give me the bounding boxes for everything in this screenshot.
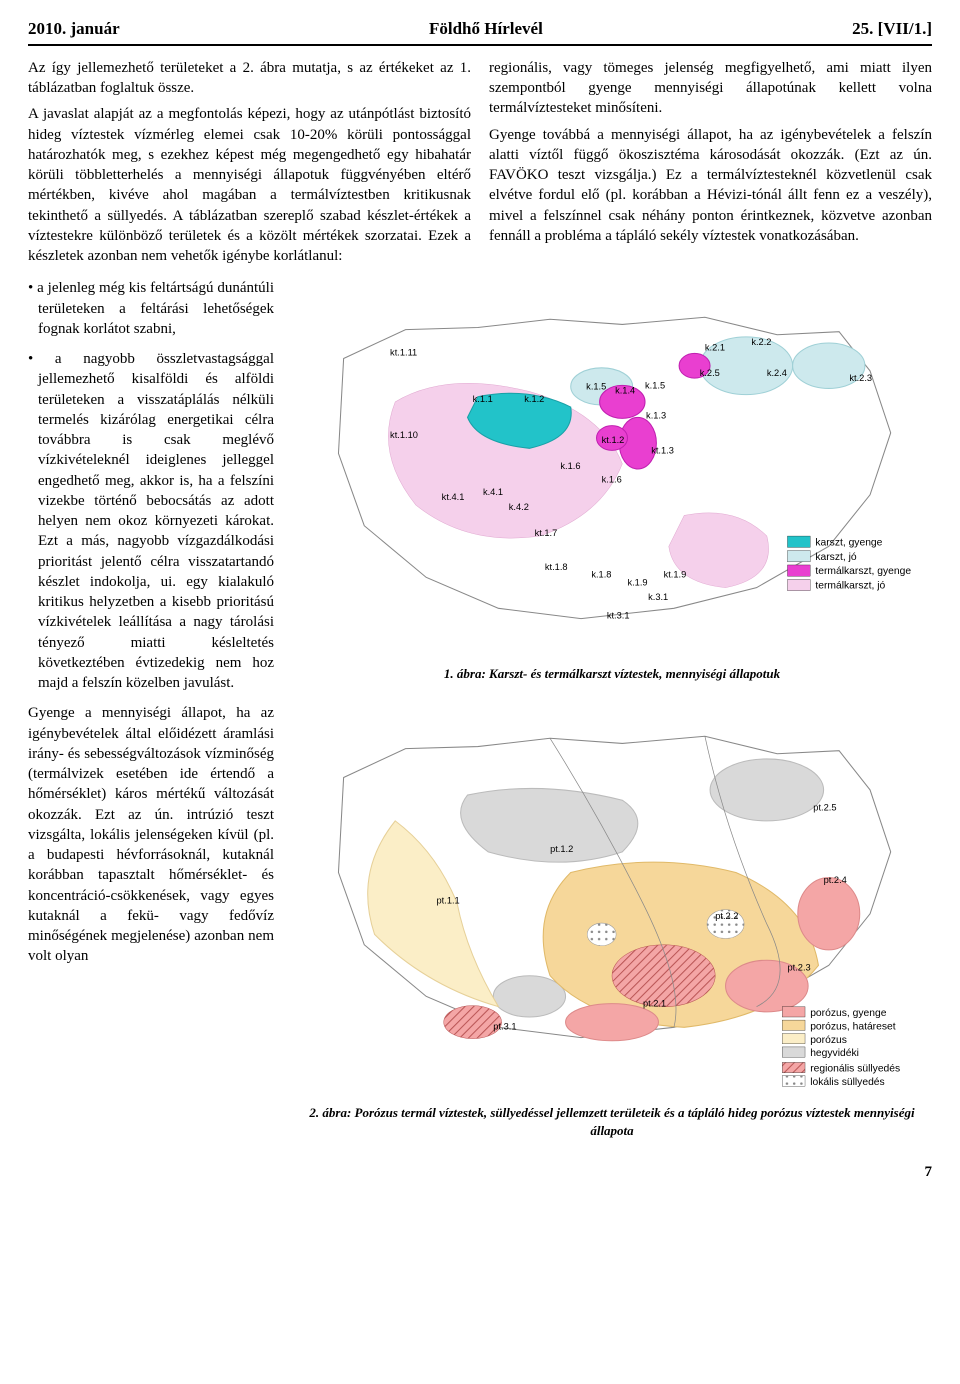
svg-text:pt.2.3: pt.2.3 xyxy=(787,962,810,972)
bullet-1: • a jelenleg még kis feltártságú dunántú… xyxy=(38,278,274,339)
svg-text:porózus: porózus xyxy=(810,1035,847,1046)
figure-1-map: kt.1.11 kt.1.10 k.1.1 k.1.2 k.1.5 k.1.4 … xyxy=(292,278,932,660)
svg-text:regionális süllyedés: regionális süllyedés xyxy=(810,1064,900,1075)
svg-text:kt.3.1: kt.3.1 xyxy=(607,611,630,621)
svg-text:k.1.2: k.1.2 xyxy=(524,394,544,404)
svg-text:lokális süllyedés: lokális süllyedés xyxy=(810,1077,885,1088)
svg-text:karszt, gyenge: karszt, gyenge xyxy=(815,538,882,549)
bullet-2: • a nagyobb összletvastagsággal jellemez… xyxy=(38,349,274,693)
svg-text:hegyvidéki: hegyvidéki xyxy=(810,1048,859,1059)
svg-text:k.2.5: k.2.5 xyxy=(700,368,720,378)
svg-text:kt.1.3: kt.1.3 xyxy=(651,446,674,456)
svg-text:kt.4.1: kt.4.1 xyxy=(442,492,465,502)
svg-text:pt.1.1: pt.1.1 xyxy=(437,895,460,905)
svg-text:k.1.6: k.1.6 xyxy=(560,461,580,471)
svg-text:k.2.4: k.2.4 xyxy=(767,368,787,378)
svg-text:k.4.2: k.4.2 xyxy=(509,503,529,513)
figure-1-caption: 1. ábra: Karszt- és termálkarszt víztest… xyxy=(292,665,932,683)
lower-left-p3: Gyenge a mennyiségi állapot, ha az igény… xyxy=(28,703,274,966)
svg-text:k.2.1: k.2.1 xyxy=(705,343,725,353)
svg-text:porózus, gyenge: porózus, gyenge xyxy=(810,1008,887,1019)
svg-text:k.1.5: k.1.5 xyxy=(645,381,665,391)
page-header: 2010. január Földhő Hírlevél 25. [VII/1.… xyxy=(28,18,932,46)
svg-text:pt.2.4: pt.2.4 xyxy=(824,875,847,885)
svg-text:termálkarszt, gyenge: termálkarszt, gyenge xyxy=(815,567,911,578)
top-columns: Az így jellemezhető területeket a 2. ábr… xyxy=(28,58,932,273)
col2-p1: regionális, vagy tömeges jelenség megfig… xyxy=(489,58,932,119)
svg-text:kt.1.11: kt.1.11 xyxy=(390,348,417,358)
svg-text:termálkarszt, jó: termálkarszt, jó xyxy=(815,581,885,592)
column-right: regionális, vagy tömeges jelenség megfig… xyxy=(489,58,932,273)
lower-left-column: • a jelenleg még kis feltártságú dunántú… xyxy=(28,278,274,1153)
header-title: Földhő Hírlevél xyxy=(429,18,543,41)
svg-text:k.4.1: k.4.1 xyxy=(483,487,503,497)
svg-text:kt.1.9: kt.1.9 xyxy=(664,570,687,580)
svg-text:k.1.9: k.1.9 xyxy=(627,578,647,588)
figure-2-map: pt.1.1 pt.1.2 pt.2.1 pt.2.2 pt.2.3 pt.2.… xyxy=(292,697,932,1100)
figure-2-caption: 2. ábra: Porózus termál víztestek, sülly… xyxy=(292,1104,932,1139)
page-number: 7 xyxy=(28,1162,932,1182)
svg-text:k.1.4: k.1.4 xyxy=(615,386,635,396)
svg-text:pt.2.2: pt.2.2 xyxy=(715,911,738,921)
svg-text:k.1.3: k.1.3 xyxy=(646,411,666,421)
svg-text:k.1.8: k.1.8 xyxy=(591,570,611,580)
header-date: 2010. január xyxy=(28,18,120,41)
header-issue: 25. [VII/1.] xyxy=(852,18,932,41)
svg-text:pt.1.2: pt.1.2 xyxy=(550,844,573,854)
svg-text:kt.1.8: kt.1.8 xyxy=(545,563,568,573)
col1-p2: A javaslat alapját az a megfontolás képe… xyxy=(28,104,471,266)
col1-p1: Az így jellemezhető területeket a 2. ábr… xyxy=(28,58,471,99)
lower-right-figures: kt.1.11 kt.1.10 k.1.1 k.1.2 k.1.5 k.1.4 … xyxy=(292,278,932,1153)
lower-section: • a jelenleg még kis feltártságú dunántú… xyxy=(28,278,932,1153)
svg-text:karszt, jó: karszt, jó xyxy=(815,552,857,563)
svg-text:k.2.2: k.2.2 xyxy=(751,338,771,348)
svg-text:kt.2.3: kt.2.3 xyxy=(849,374,872,384)
svg-text:k.1.1: k.1.1 xyxy=(473,394,493,404)
svg-text:pt.2.5: pt.2.5 xyxy=(813,802,836,812)
svg-text:k.1.6: k.1.6 xyxy=(602,475,622,485)
svg-text:k.1.5: k.1.5 xyxy=(586,382,606,392)
svg-text:kt.1.10: kt.1.10 xyxy=(390,430,418,440)
svg-text:kt.1.7: kt.1.7 xyxy=(535,528,558,538)
column-left: Az így jellemezhető területeket a 2. ábr… xyxy=(28,58,471,273)
svg-text:porózus, határeset: porózus, határeset xyxy=(810,1021,896,1032)
svg-text:k.3.1: k.3.1 xyxy=(648,592,668,602)
col2-p2: Gyenge továbbá a mennyiségi állapot, ha … xyxy=(489,125,932,247)
svg-text:kt.1.2: kt.1.2 xyxy=(602,436,625,446)
svg-text:pt.3.1: pt.3.1 xyxy=(493,1021,516,1031)
svg-text:pt.2.1: pt.2.1 xyxy=(643,999,666,1009)
